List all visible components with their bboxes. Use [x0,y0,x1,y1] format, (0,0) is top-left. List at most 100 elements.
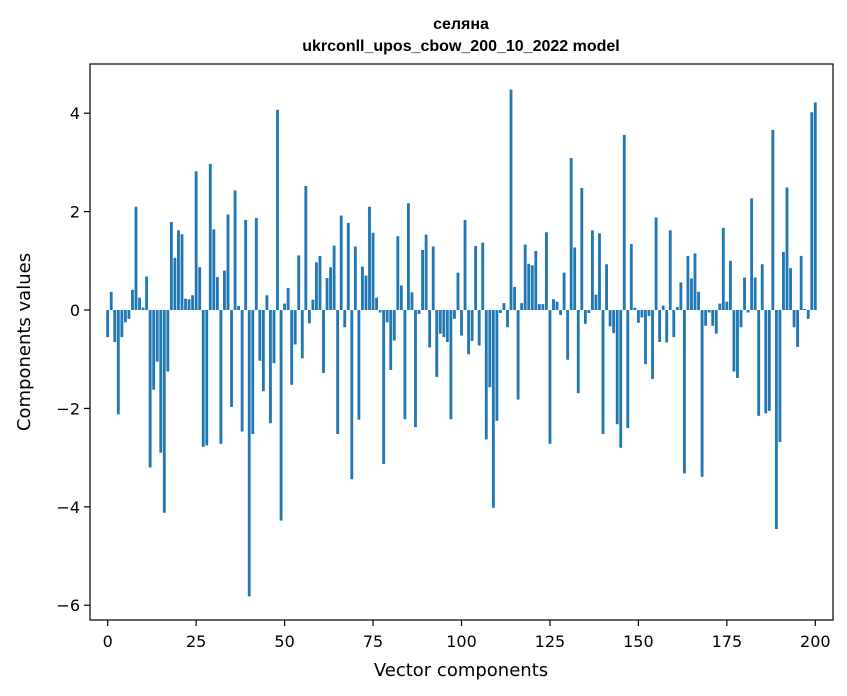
bar-111 [499,310,502,313]
bar-83 [399,285,403,311]
bar-107 [484,310,488,440]
bar-142 [608,310,612,327]
bar-81 [392,310,396,341]
bar-80 [389,310,393,371]
bar-155 [654,217,658,311]
bar-94 [438,310,442,334]
x-tick-label: 75 [363,632,383,651]
bar-119 [527,263,531,311]
bar-136 [587,310,591,313]
bar-16 [162,310,166,513]
bar-54 [297,255,301,311]
y-tick-label: 4 [70,104,80,123]
bar-92 [431,246,435,311]
bar-13 [152,310,156,390]
bar-160 [672,310,676,338]
bar-145 [619,310,623,448]
bar-29 [208,163,212,311]
bar-23 [187,299,191,311]
bar-28 [205,310,209,446]
bar-114 [509,89,513,311]
bar-46 [269,310,272,424]
bar-118 [523,244,527,311]
y-tick-label: 0 [70,301,80,320]
bar-63 [329,267,333,311]
bar-76 [375,297,378,311]
bar-144 [615,310,619,425]
bar-65 [336,310,340,435]
bar-176 [728,260,732,311]
chart-title: селяна [433,16,489,33]
bar-190 [778,310,782,442]
bar-112 [502,303,506,311]
bar-173 [718,303,722,311]
bar-200 [813,102,817,311]
bar-131 [569,157,573,311]
bar-195 [796,310,800,347]
bar-165 [690,278,693,311]
bar-11 [145,276,149,311]
bar-56 [304,186,308,311]
bar-109 [491,310,495,508]
bar-147 [626,310,630,429]
bar-79 [385,310,389,323]
bar-162 [679,282,683,311]
bar-135 [583,310,587,324]
bar-58 [311,299,315,311]
bar-172 [714,310,718,334]
bar-17 [166,310,170,372]
bar-44 [261,310,265,392]
bar-68 [346,222,350,311]
bar-42 [254,218,258,311]
bar-110 [495,310,499,421]
bar-34 [226,214,230,311]
bar-48 [276,109,279,311]
bar-85 [407,203,410,311]
bar-36 [233,190,237,311]
bar-108 [488,310,492,388]
bar-121 [534,250,538,311]
bar-26 [198,267,202,311]
y-axis-label: Components values [14,253,35,431]
bar-170 [707,310,711,313]
x-axis-ticks: 0 25 50 75 100 125 150 175 200 [103,620,831,651]
bar-117 [520,303,524,311]
bar-70 [353,246,357,311]
bar-152 [644,310,647,365]
bar-129 [562,272,566,311]
bar-102 [467,310,470,355]
bar-178 [736,310,739,378]
bar-43 [258,310,262,361]
bar-4 [120,310,124,338]
bar-53 [293,310,297,345]
y-tick-label: −4 [56,498,80,517]
bar-156 [658,310,662,342]
bar-166 [693,253,697,311]
bar-169 [704,310,708,326]
bar-167 [697,291,700,311]
bar-183 [753,277,757,311]
bar-115 [513,286,516,311]
bar-75 [371,232,375,311]
bar-32 [219,310,223,444]
bar-66 [339,215,343,311]
bar-78 [382,310,386,465]
x-axis-label: Vector components [374,660,548,681]
bar-100 [460,310,463,336]
bar-151 [640,310,644,318]
bar-138 [594,294,598,311]
bar-193 [789,268,792,311]
bar-64 [332,245,336,311]
bar-60 [318,255,322,311]
bar-97 [449,310,453,420]
bar-196 [799,255,803,311]
bar-18 [169,221,173,311]
bar-164 [686,255,690,311]
bar-10 [141,307,145,311]
bar-24 [191,295,195,311]
bar-90 [424,234,428,311]
bar-104 [474,246,478,311]
bar-99 [456,272,460,311]
bar-134 [580,187,584,311]
bar-77 [378,310,382,313]
